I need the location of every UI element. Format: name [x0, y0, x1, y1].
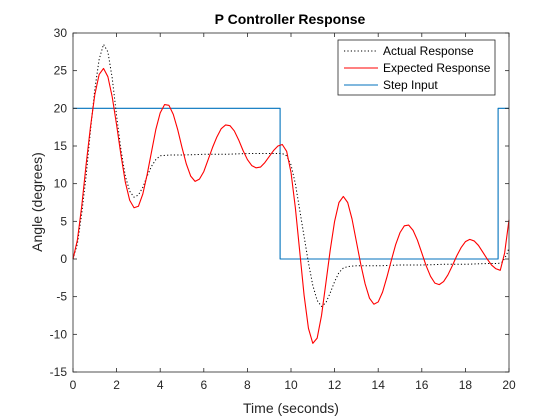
y-tick-label: 0	[60, 252, 67, 266]
x-tick-label: 12	[328, 378, 342, 392]
x-tick-label: 6	[200, 378, 207, 392]
series-line-actual-response	[72, 43, 510, 307]
legend: Actual Response Expected Response Step Inp…	[337, 39, 496, 96]
y-tick-label: 5	[60, 214, 67, 228]
x-tick-label: 18	[459, 378, 473, 392]
y-tick-label: 30	[54, 26, 68, 40]
y-tick-label: -15	[50, 365, 68, 379]
x-axis-label: Time (seconds)	[243, 400, 339, 416]
y-tick-label: -10	[50, 327, 68, 341]
x-tick-label: 0	[70, 378, 77, 392]
ticks-layer: 0 2 4 6 8 10 12 14 16 18 20 -15 -10 -5 0 5 10 15 20 25 30	[50, 26, 516, 392]
y-tick-label: 20	[54, 101, 68, 115]
legend-label: Expected Response	[383, 61, 491, 75]
y-tick-label: -5	[56, 290, 67, 304]
y-axis-label: Angle (degrees)	[29, 152, 45, 252]
chart-title: P Controller Response	[215, 11, 366, 27]
series-layer	[72, 43, 510, 344]
legend-label: Actual Response	[383, 44, 474, 58]
x-tick-label: 4	[157, 378, 164, 392]
y-tick-label: 15	[54, 139, 68, 153]
x-tick-label: 16	[415, 378, 429, 392]
series-line-step-input	[73, 107, 509, 260]
legend-entries: Actual Response Expected Response Step Inp…	[344, 44, 491, 92]
legend-label: Step Input	[383, 78, 438, 92]
y-tick-label: 25	[54, 64, 68, 78]
series-line-expected-response	[72, 67, 510, 344]
x-tick-label: 8	[244, 378, 251, 392]
x-tick-label: 14	[372, 378, 386, 392]
x-tick-label: 20	[502, 378, 516, 392]
x-tick-label: 2	[113, 378, 120, 392]
y-tick-label: 10	[54, 177, 68, 191]
x-tick-label: 10	[284, 378, 298, 392]
